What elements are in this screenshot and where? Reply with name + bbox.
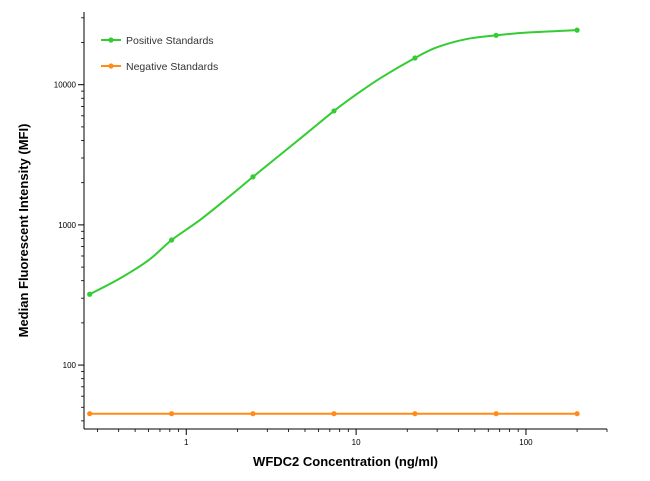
positive-standards-point [331, 108, 337, 114]
legend: Positive Standards Negative Standards [101, 35, 218, 73]
legend-negative-standards-label: Negative Standards [126, 61, 218, 73]
negative-standards-point [574, 411, 580, 417]
positive-standards-point [412, 55, 418, 61]
positive-standards-point [574, 27, 580, 33]
positive-standards-point [493, 32, 499, 38]
negative-standards-point [412, 411, 418, 417]
legend-positive-standards-label: Positive Standards [126, 35, 214, 47]
negative-standards-point [493, 411, 499, 417]
negative-standards-point [169, 411, 175, 417]
y-axis-title: Median Fluorescent Intensity (MFI) [16, 124, 31, 338]
negative-standards-point [87, 411, 93, 417]
legend-positive-standards-marker [108, 37, 114, 43]
negative-standards-point [250, 411, 256, 417]
positive-standards-point [87, 291, 93, 297]
x-tick-label: 100 [519, 438, 533, 447]
series-layer [87, 27, 580, 417]
y-tick-label: 10000 [54, 81, 77, 90]
y-tick-label: 1000 [58, 221, 76, 230]
x-tick-label: 10 [352, 438, 361, 447]
axes: 100 1000 10000 1 10 100 [54, 12, 608, 447]
negative-standards-point [331, 411, 337, 417]
x-axis-title: WFDC2 Concentration (ng/ml) [253, 454, 438, 469]
positive-standards-point [169, 237, 175, 243]
legend-negative-standards-marker [108, 63, 114, 69]
positive-standards-point [250, 174, 256, 180]
y-tick-label: 100 [63, 361, 77, 370]
x-tick-label: 1 [184, 438, 189, 447]
